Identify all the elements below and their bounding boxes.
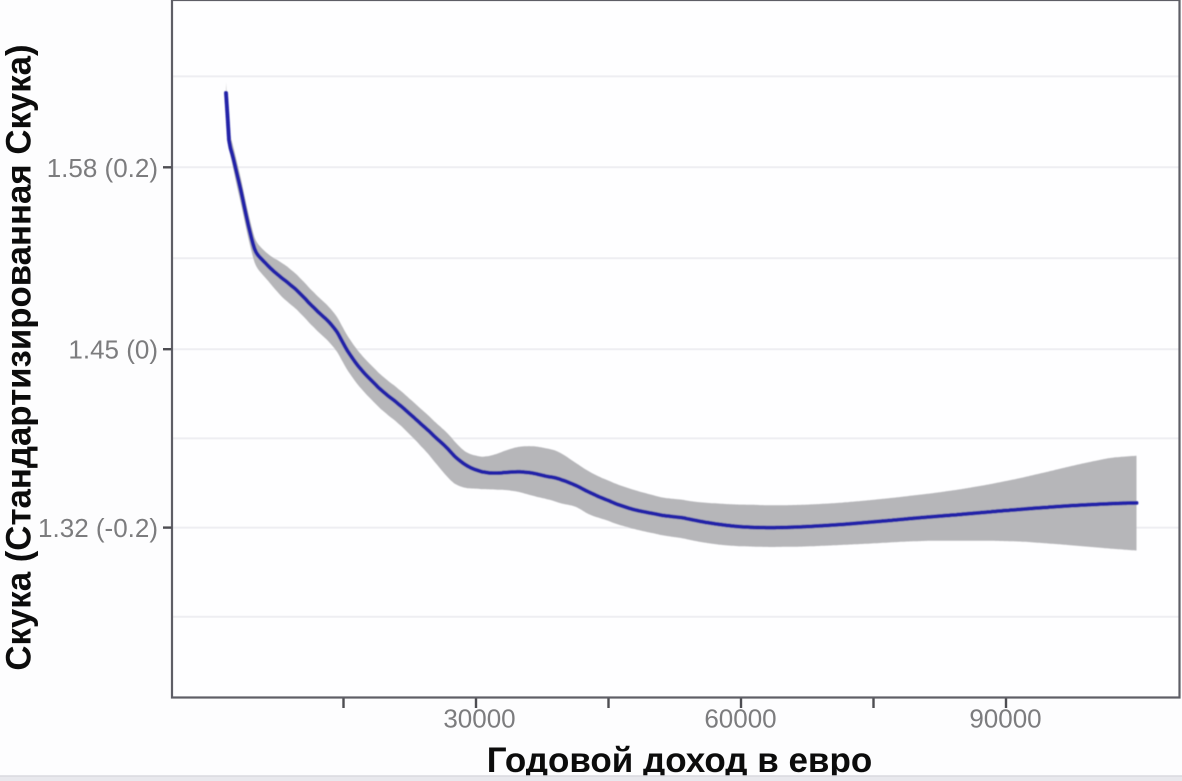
svg-text:90000: 90000	[969, 704, 1041, 734]
svg-text:60000: 60000	[704, 704, 776, 734]
svg-text:30000: 30000	[443, 704, 515, 734]
svg-text:1.32 (-0.2): 1.32 (-0.2)	[38, 513, 158, 543]
svg-text:1.58 (0.2): 1.58 (0.2)	[47, 153, 158, 183]
svg-text:Скука (Стандартизированная Ску: Скука (Стандартизированная Скука)	[0, 44, 39, 670]
svg-text:Годовой доход в евро: Годовой доход в евро	[487, 741, 872, 780]
svg-text:1.45 (0): 1.45 (0)	[68, 335, 158, 365]
